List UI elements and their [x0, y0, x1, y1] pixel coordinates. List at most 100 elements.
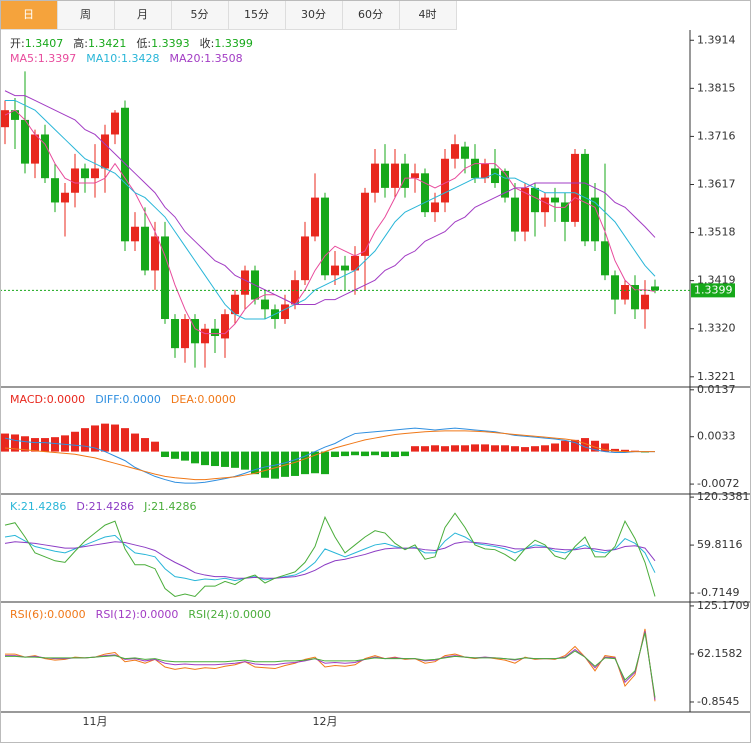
macd-bar — [231, 451, 239, 468]
legend-value: 1.3399 — [214, 37, 253, 50]
macd-bar — [411, 446, 419, 452]
tab-label[interactable]: 4时 — [419, 8, 437, 21]
y-tick-label: 0.0033 — [697, 430, 736, 443]
y-tick-label: 62.1582 — [697, 647, 743, 660]
candle-body — [341, 265, 349, 271]
macd-bar — [421, 446, 429, 452]
candle-body — [391, 163, 399, 188]
tab[interactable]: 30分 — [285, 0, 343, 30]
indicator-line — [4, 541, 656, 579]
candle-body — [131, 226, 139, 242]
macd-bar — [251, 451, 259, 475]
candle-body — [651, 286, 659, 291]
candle-body — [561, 202, 569, 222]
legend-label: 收: — [200, 36, 215, 50]
candle-body — [531, 187, 539, 213]
macd-bar — [21, 436, 29, 452]
candle-body — [321, 197, 329, 276]
indicator-line — [4, 512, 656, 598]
macd-bar — [311, 451, 319, 474]
last-price-box — [691, 283, 735, 298]
legend-label: K: — [10, 500, 21, 513]
tab[interactable]: 月 — [114, 0, 172, 30]
macd-bar — [31, 438, 39, 452]
macd-bar — [491, 445, 499, 452]
tab-bg — [228, 0, 286, 30]
y-tick-label: 59.8116 — [697, 538, 743, 551]
y-tick-label: -0.0072 — [697, 477, 739, 490]
tab[interactable]: 5分 — [171, 0, 229, 30]
tab[interactable]: 日 — [0, 0, 58, 30]
legend-label: MA20: — [169, 52, 204, 65]
candle-body — [541, 197, 549, 213]
macd-bar — [521, 447, 529, 452]
legend-value: 0.0000 — [47, 608, 86, 621]
candle-body — [221, 314, 229, 339]
macd-bar — [381, 451, 389, 458]
candle-body — [181, 319, 189, 349]
tab[interactable]: 4时 — [399, 0, 457, 30]
legend-label: DEA: — [171, 393, 197, 406]
macd-bar — [161, 451, 169, 458]
macd-bar — [581, 438, 589, 452]
candle-body — [601, 241, 609, 276]
tab-label[interactable]: 5分 — [191, 8, 209, 21]
macd-bar — [351, 451, 359, 456]
tab-label[interactable]: 15分 — [244, 8, 269, 21]
candle-body — [81, 168, 89, 179]
macd-bar — [51, 437, 59, 452]
legend-label: 高: — [73, 36, 88, 50]
macd-bar — [431, 445, 439, 452]
macd-bar — [461, 445, 469, 452]
tab-bg — [285, 0, 343, 30]
y-tick-label: 125.1709 — [697, 599, 750, 612]
indicator-line — [4, 109, 656, 335]
y-tick-label: -0.7149 — [697, 586, 739, 599]
macd-bar — [511, 446, 519, 452]
legend-value: 0.0000 — [47, 393, 86, 406]
tab[interactable]: 15分 — [228, 0, 286, 30]
macd-bar — [71, 431, 79, 452]
macd-bar — [331, 451, 339, 458]
y-tick-label: 1.3914 — [697, 33, 736, 46]
legend: RSI(6):0.0000 RSI(12):0.0000 RSI(24):0.000… — [10, 608, 271, 621]
candle-body — [141, 226, 149, 271]
candle-body — [51, 178, 59, 203]
tab[interactable]: 60分 — [342, 0, 400, 30]
candle-body — [431, 202, 439, 213]
indicator-line — [5, 632, 656, 698]
tab-label[interactable]: 60分 — [358, 8, 383, 21]
legend-value: 1.3508 — [204, 52, 243, 65]
legend-label: DIFF: — [95, 393, 122, 406]
candle-body — [301, 236, 309, 281]
y-tick-label: 0.0137 — [697, 383, 736, 396]
legend-value: 1.3421 — [88, 37, 127, 50]
macd-bar — [441, 446, 449, 452]
macd-bar — [121, 428, 129, 452]
y-tick-label: 1.3221 — [697, 370, 736, 383]
macd-bar — [241, 451, 249, 470]
candle-body — [161, 236, 169, 320]
tab-label[interactable]: 月 — [137, 8, 148, 21]
macd-bar — [571, 439, 579, 452]
candle-body — [121, 107, 129, 242]
legend-value: 21.4286 — [21, 500, 67, 513]
candle-body — [611, 275, 619, 300]
legend-value: 0.0000 — [197, 393, 236, 406]
macd-bar — [81, 428, 89, 452]
tab-label[interactable]: 30分 — [301, 8, 326, 21]
candle-body — [111, 112, 119, 135]
tab-label[interactable]: 日 — [23, 8, 34, 21]
tab-bg — [342, 0, 400, 30]
macd-bar — [141, 438, 149, 452]
tab[interactable]: 周 — [57, 0, 115, 30]
legend-value: 1.3407 — [25, 37, 64, 50]
candle-body — [401, 163, 409, 188]
tab-label[interactable]: 周 — [80, 8, 91, 21]
legend-value: 1.3393 — [151, 37, 190, 50]
legend: MA5:1.3397 MA10:1.3428 MA20:1.3508 — [10, 52, 243, 65]
macd-bar — [291, 451, 299, 476]
legend-value: 0.0000 — [140, 608, 179, 621]
